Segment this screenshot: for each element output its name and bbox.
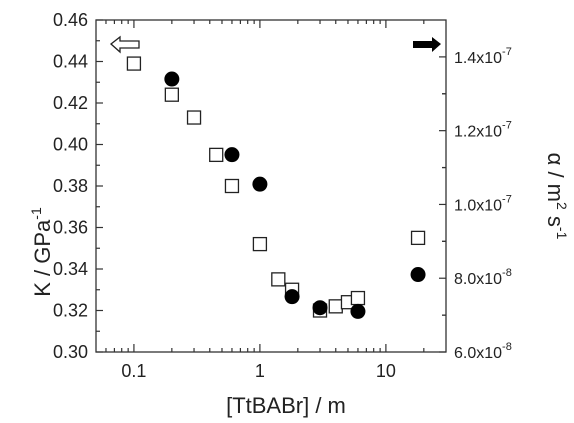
filled-circle-marker [164, 71, 180, 87]
right-tick-label: 6.0x10-8 [454, 341, 512, 362]
open-square-marker [186, 110, 202, 125]
open-square-marker [350, 290, 366, 306]
right-tick-label: 1.4x10-7 [454, 46, 512, 67]
right-tick-label: 1.2x10-7 [454, 120, 512, 141]
filled-circle-marker [252, 176, 268, 192]
plot-frame [95, 19, 447, 353]
labels-layer: 0.1 1 10 0.30 0.32 0.34 0.36 0.38 0.40 0.42 0.44 0.… [53, 10, 512, 381]
open-square-marker [252, 236, 268, 252]
filled-circle-marker [224, 147, 240, 163]
open-square-marker [224, 178, 240, 194]
left-axis-title: K / GPa-1 [28, 207, 55, 297]
filled-circle-marker [312, 300, 328, 316]
left-tick-label: 0.38 [53, 176, 88, 196]
x-tick-label: 10 [376, 361, 396, 381]
right-axis-title: α / m2 s-1 [543, 153, 570, 240]
left-tick-label: 0.36 [53, 218, 88, 238]
right-tick-label: 8.0x10-8 [454, 267, 512, 288]
right-axis-filled-arrow [413, 37, 441, 52]
left-tick-label: 0.44 [53, 52, 88, 72]
open-square-marker [209, 147, 224, 163]
left-tick-label: 0.30 [53, 342, 88, 362]
filled-circle-marker [410, 267, 426, 283]
open-square-marker [164, 87, 179, 102]
marks-layer [126, 56, 426, 319]
open-square-marker [271, 272, 286, 287]
x-axis-title: [TtBABr] / m [226, 393, 346, 418]
left-tick-label: 0.32 [53, 301, 88, 321]
open-square-marker [328, 299, 343, 314]
open-square-marker [126, 56, 142, 71]
left-tick-label: 0.42 [53, 93, 88, 113]
x-tick-label: 0.1 [121, 361, 146, 381]
left-tick-label: 0.34 [53, 259, 88, 279]
left-axis-open-arrow [109, 35, 140, 54]
filled-circle-marker [350, 303, 366, 319]
open-square-marker [410, 230, 426, 246]
right-tick-label: 1.0x10-7 [454, 193, 512, 214]
x-tick-label: 1 [255, 361, 265, 381]
left-tick-label: 0.40 [53, 135, 88, 155]
ticks-layer [96, 19, 446, 353]
filled-circle-marker [284, 289, 300, 305]
left-tick-label: 0.46 [53, 10, 88, 30]
